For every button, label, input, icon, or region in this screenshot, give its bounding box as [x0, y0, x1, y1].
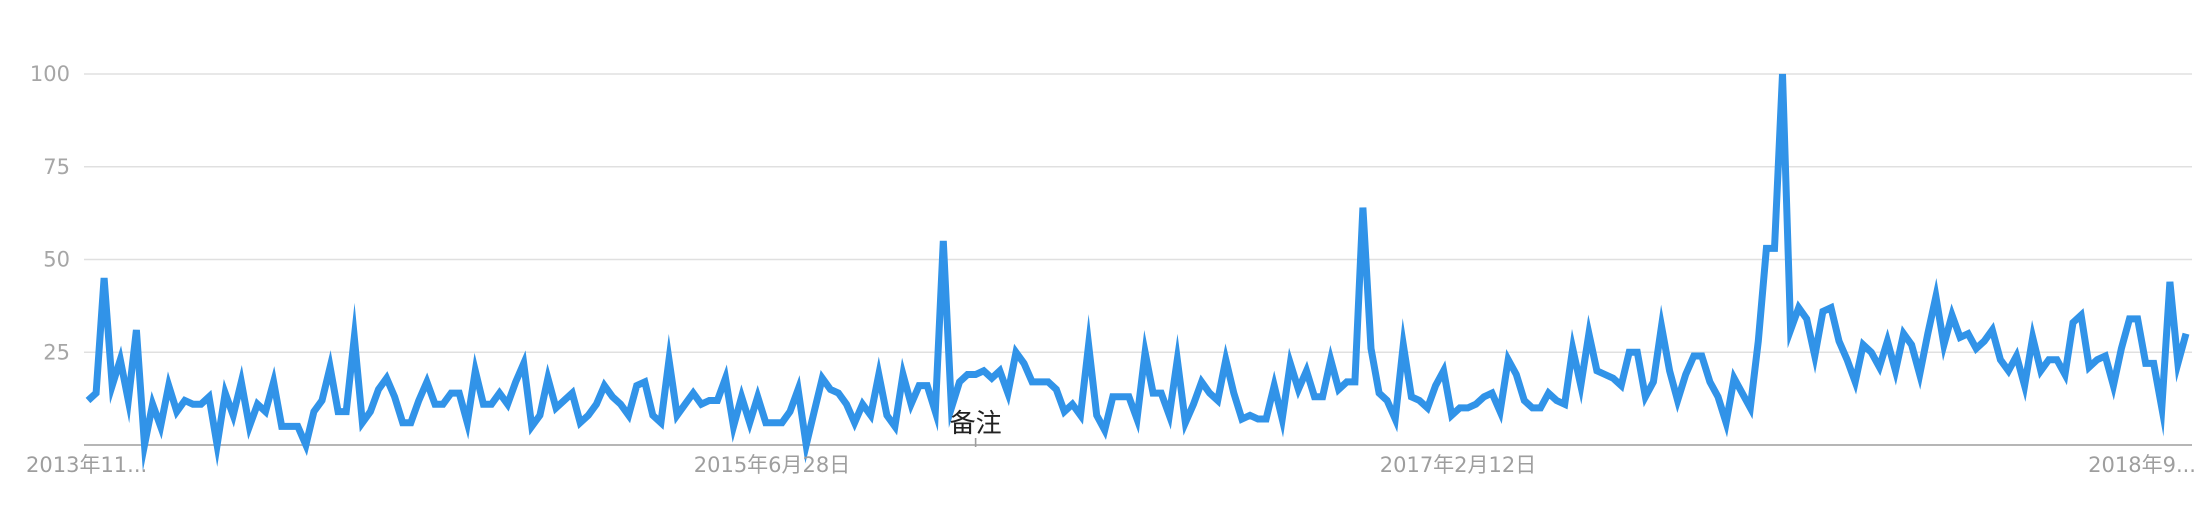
series-line: [85, 73, 2190, 472]
y-tick-label: 50: [43, 248, 70, 272]
y-tick-label: 75: [43, 155, 70, 179]
x-tick-label: 2018年9...: [2088, 453, 2196, 477]
y-axis-tick-labels: 25 50 75 100: [30, 62, 70, 364]
y-tick-label: 100: [30, 62, 70, 86]
x-axis-tick-labels: 2013年11... 2015年6月28日 2017年2月12日 2018年9.…: [26, 453, 2196, 477]
y-tick-label: 25: [43, 340, 70, 364]
annotation-marker[interactable]: 备注: [950, 409, 1002, 447]
gridlines: [84, 73, 2192, 354]
x-tick-label: 2015年6月28日: [694, 453, 851, 477]
x-tick-label: 2013年11...: [26, 453, 147, 477]
series-polyline: [85, 73, 2190, 472]
x-tick-label: 2017年2月12日: [1380, 453, 1537, 477]
annotation-label[interactable]: 备注: [950, 409, 1002, 439]
